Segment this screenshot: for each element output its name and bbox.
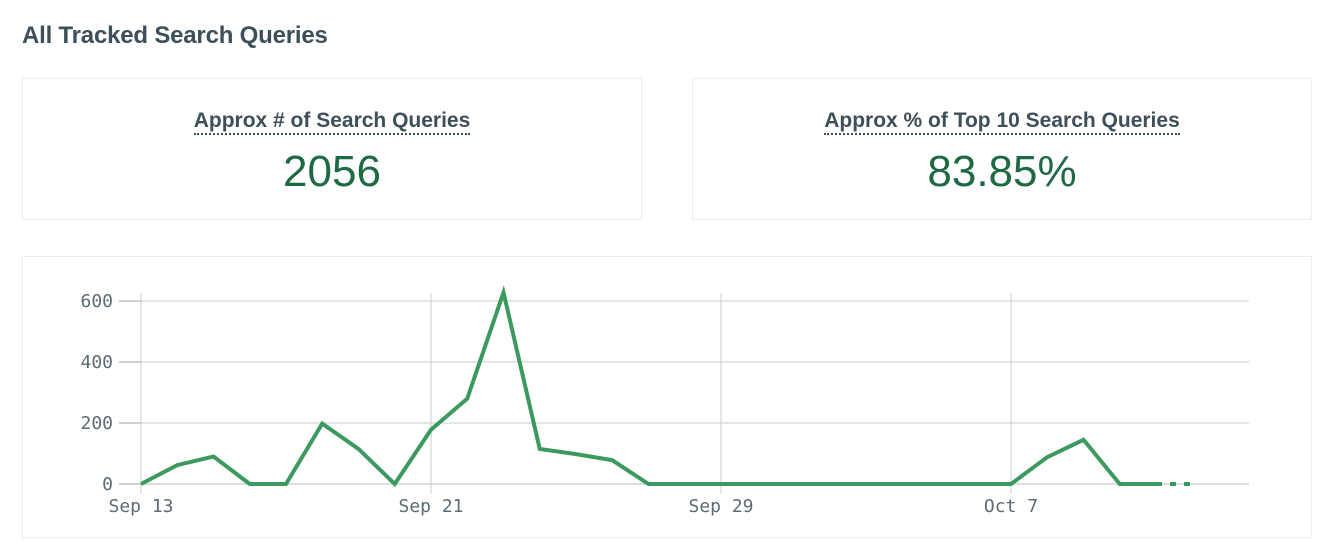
x-tick-label: Oct 7 (984, 496, 1038, 517)
y-tick-label: 400 (80, 352, 113, 373)
y-tick-label: 0 (102, 474, 113, 495)
series-line (141, 292, 1156, 484)
search-queries-chart-card: 0 200 400 600 Sep 13 Sep 21 Sep 29 Oct 7 (22, 256, 1312, 538)
y-tick-label: 200 (80, 413, 113, 434)
x-tick-label: Sep 13 (108, 496, 173, 517)
y-tick-label: 600 (80, 291, 113, 312)
x-tick-label: Sep 29 (688, 496, 753, 517)
x-tick-label: Sep 21 (398, 496, 463, 517)
